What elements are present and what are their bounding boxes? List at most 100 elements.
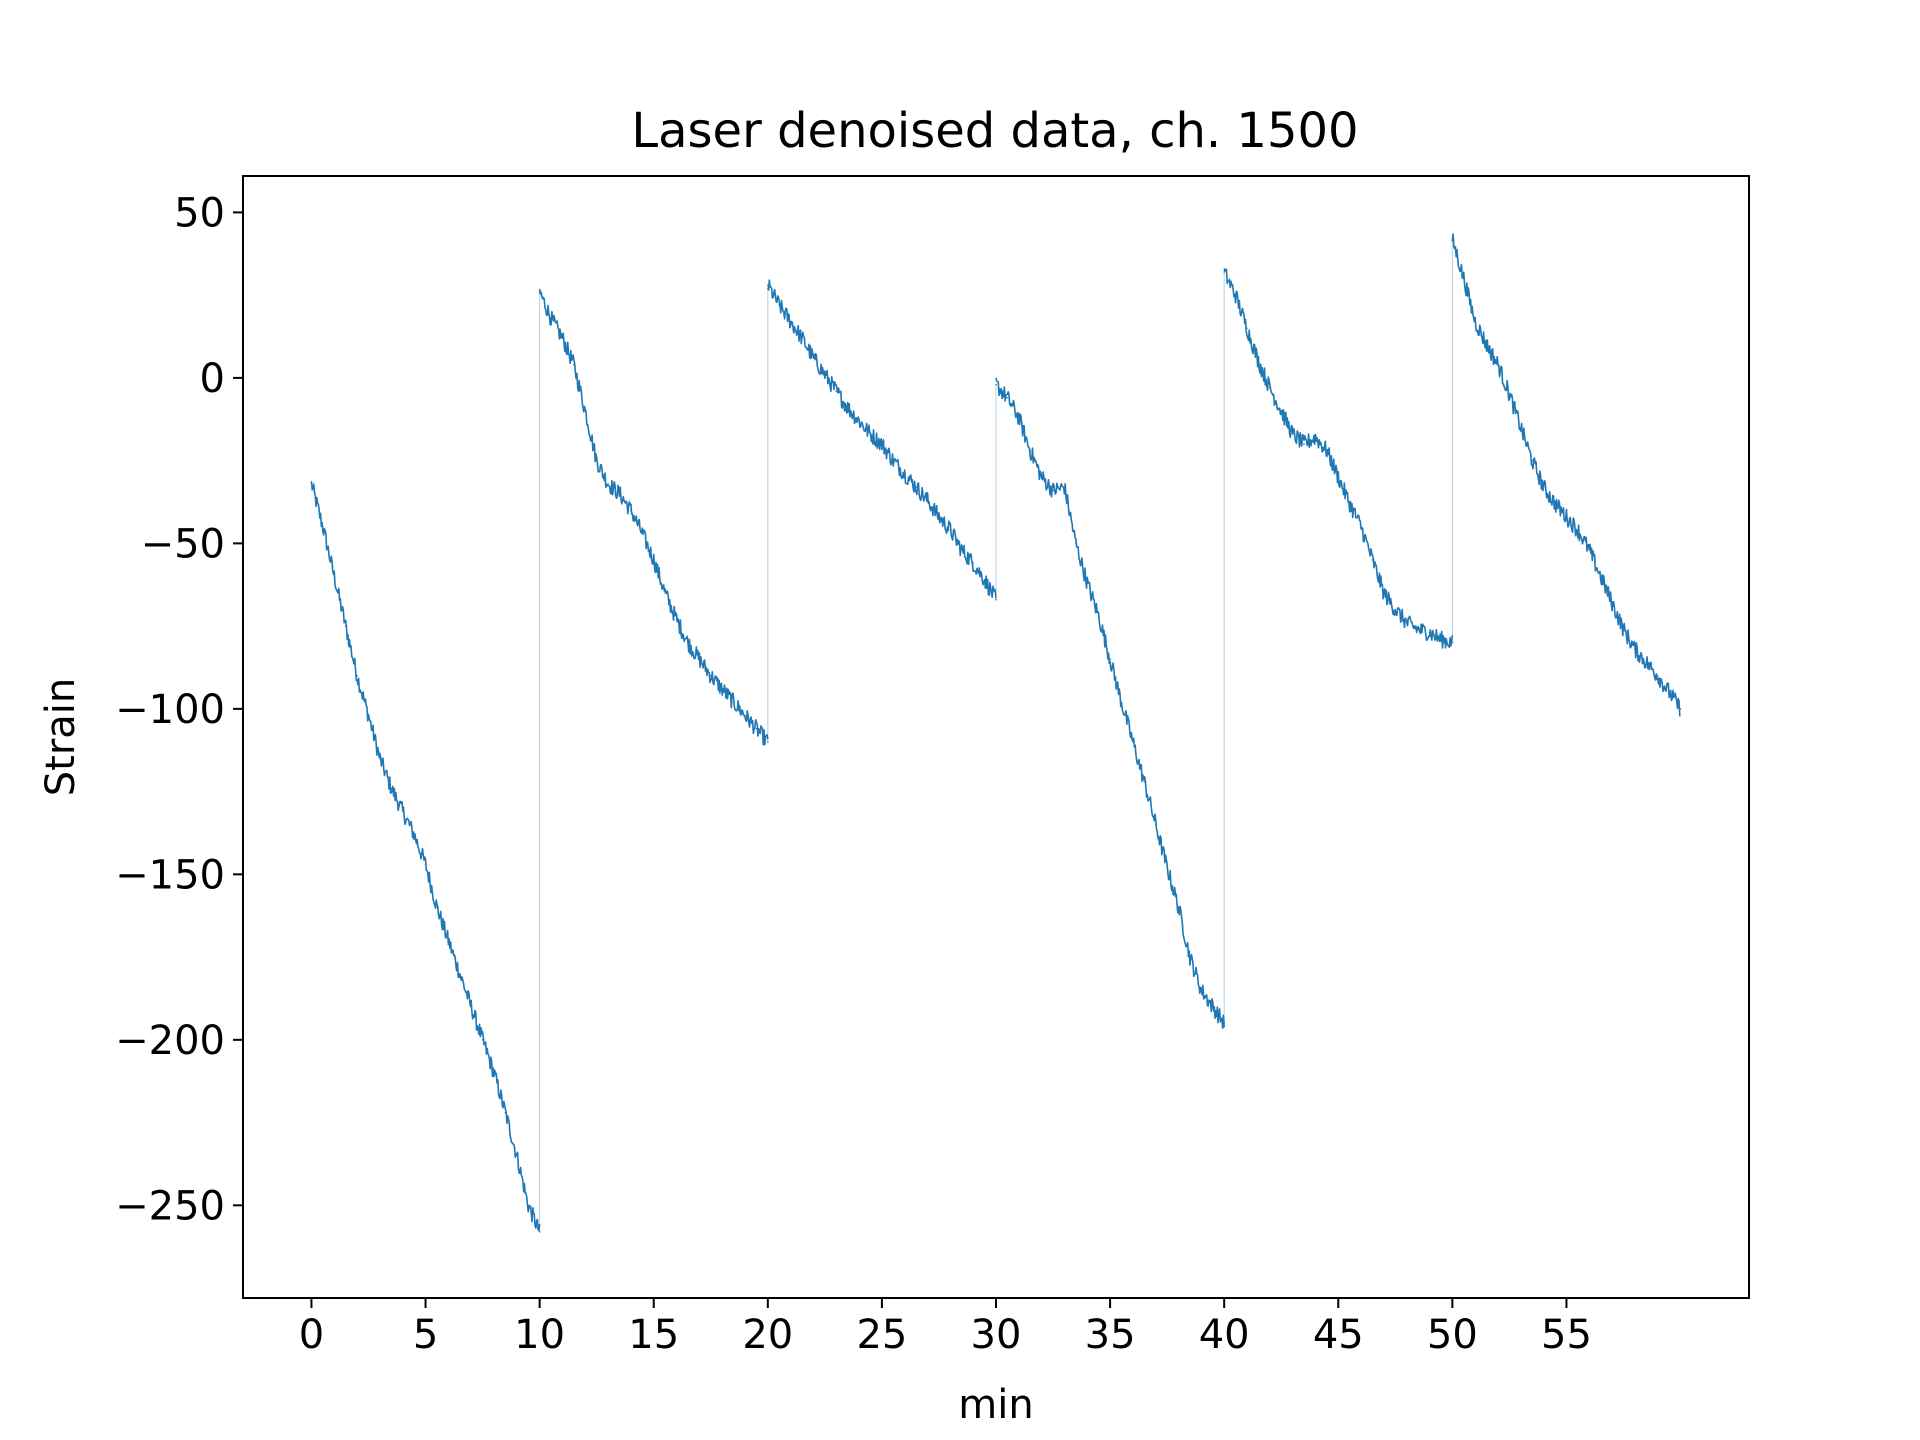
data-point — [664, 592, 666, 594]
data-point — [1029, 449, 1032, 452]
data-point — [1200, 989, 1203, 991]
data-point — [333, 575, 336, 578]
data-point — [1622, 628, 1625, 631]
data-point — [1611, 602, 1613, 604]
data-point — [1097, 615, 1100, 617]
y-tick-label: −150 — [115, 852, 225, 898]
data-point — [1451, 641, 1454, 644]
data-point — [310, 483, 313, 485]
data-point — [767, 284, 769, 287]
data-point — [926, 499, 929, 502]
data-point — [1120, 701, 1123, 704]
data-point — [767, 741, 769, 743]
data-point — [1314, 436, 1317, 439]
data-point — [1337, 476, 1340, 478]
data-point — [1154, 823, 1157, 826]
data-point — [1063, 486, 1066, 488]
data-point — [949, 529, 952, 531]
x-tick-label: 25 — [856, 1312, 907, 1358]
data-point — [1508, 393, 1511, 396]
data-point — [447, 939, 450, 942]
data-point — [1075, 542, 1077, 545]
data-point — [1348, 502, 1351, 505]
data-point — [1246, 327, 1248, 330]
data-point — [356, 674, 358, 677]
data-point — [1303, 443, 1305, 445]
data-point — [1451, 238, 1454, 240]
y-tick-label: 50 — [174, 190, 225, 236]
data-point — [595, 459, 598, 462]
data-point — [1497, 363, 1499, 366]
y-axis: 50 0 −50 −100 −150 −200 −250 — [115, 190, 243, 1229]
data-point — [675, 618, 678, 621]
data-point — [687, 641, 689, 644]
y-tick-label: −100 — [115, 687, 225, 733]
data-point — [1189, 956, 1191, 958]
data-point — [721, 688, 723, 690]
data-point — [641, 532, 644, 535]
data-point — [846, 406, 849, 409]
data-point — [1109, 658, 1111, 661]
data-point — [1531, 459, 1534, 462]
data-point — [1394, 608, 1397, 611]
data-point — [1040, 476, 1043, 478]
data-point — [1428, 631, 1431, 634]
data-point — [1417, 628, 1419, 631]
strain-trace-segment — [1451, 233, 1681, 717]
data-point — [789, 320, 792, 323]
data-point — [709, 674, 712, 677]
data-point — [1485, 343, 1488, 346]
data-point — [1554, 502, 1556, 505]
x-tick-label: 10 — [514, 1312, 565, 1358]
strain-trace-segment — [1223, 268, 1454, 649]
y-tick-label: 0 — [200, 356, 225, 402]
y-axis-label: Strain — [38, 678, 84, 797]
x-tick-label: 5 — [413, 1312, 438, 1358]
data-point — [995, 598, 997, 601]
data-point — [1234, 294, 1237, 296]
x-tick-label: 40 — [1199, 1312, 1250, 1358]
data-point — [630, 509, 632, 512]
data-point — [1520, 426, 1522, 429]
strain-trace-segment — [995, 377, 1225, 1030]
data-point — [1565, 516, 1568, 518]
data-point — [778, 304, 781, 306]
data-point — [1223, 1022, 1225, 1025]
data-point — [1383, 592, 1385, 594]
strain-trace-segment — [310, 481, 541, 1232]
data-point — [801, 337, 803, 339]
strain-trace-segment — [767, 279, 997, 599]
y-tick-label: −250 — [115, 1183, 225, 1229]
data-point — [1474, 320, 1476, 323]
data-point — [1280, 410, 1283, 412]
data-point — [458, 972, 461, 975]
data-point — [516, 1154, 518, 1157]
data-point — [413, 833, 415, 836]
data-point — [755, 727, 758, 730]
y-tick-label: −200 — [115, 1018, 225, 1064]
data-point — [390, 787, 393, 790]
data-point — [1018, 416, 1020, 419]
data-point — [1223, 271, 1225, 273]
data-point — [550, 317, 552, 320]
x-axis-label: min — [958, 1382, 1033, 1428]
data-point — [1360, 526, 1362, 528]
data-point — [322, 526, 324, 528]
data-point — [401, 810, 404, 813]
data-point — [858, 420, 860, 422]
data-point — [470, 1005, 472, 1008]
data-point — [424, 863, 427, 866]
data-point — [1291, 433, 1294, 435]
data-point — [652, 559, 655, 561]
data-point — [960, 549, 963, 551]
data-point — [1326, 449, 1328, 452]
data-point — [938, 516, 940, 518]
data-point — [367, 714, 370, 717]
data-point — [1599, 575, 1602, 578]
data-point — [732, 701, 735, 704]
data-point — [824, 373, 826, 376]
data-point — [527, 1204, 530, 1207]
data-point — [1269, 387, 1271, 389]
x-tick-label: 30 — [971, 1312, 1022, 1358]
